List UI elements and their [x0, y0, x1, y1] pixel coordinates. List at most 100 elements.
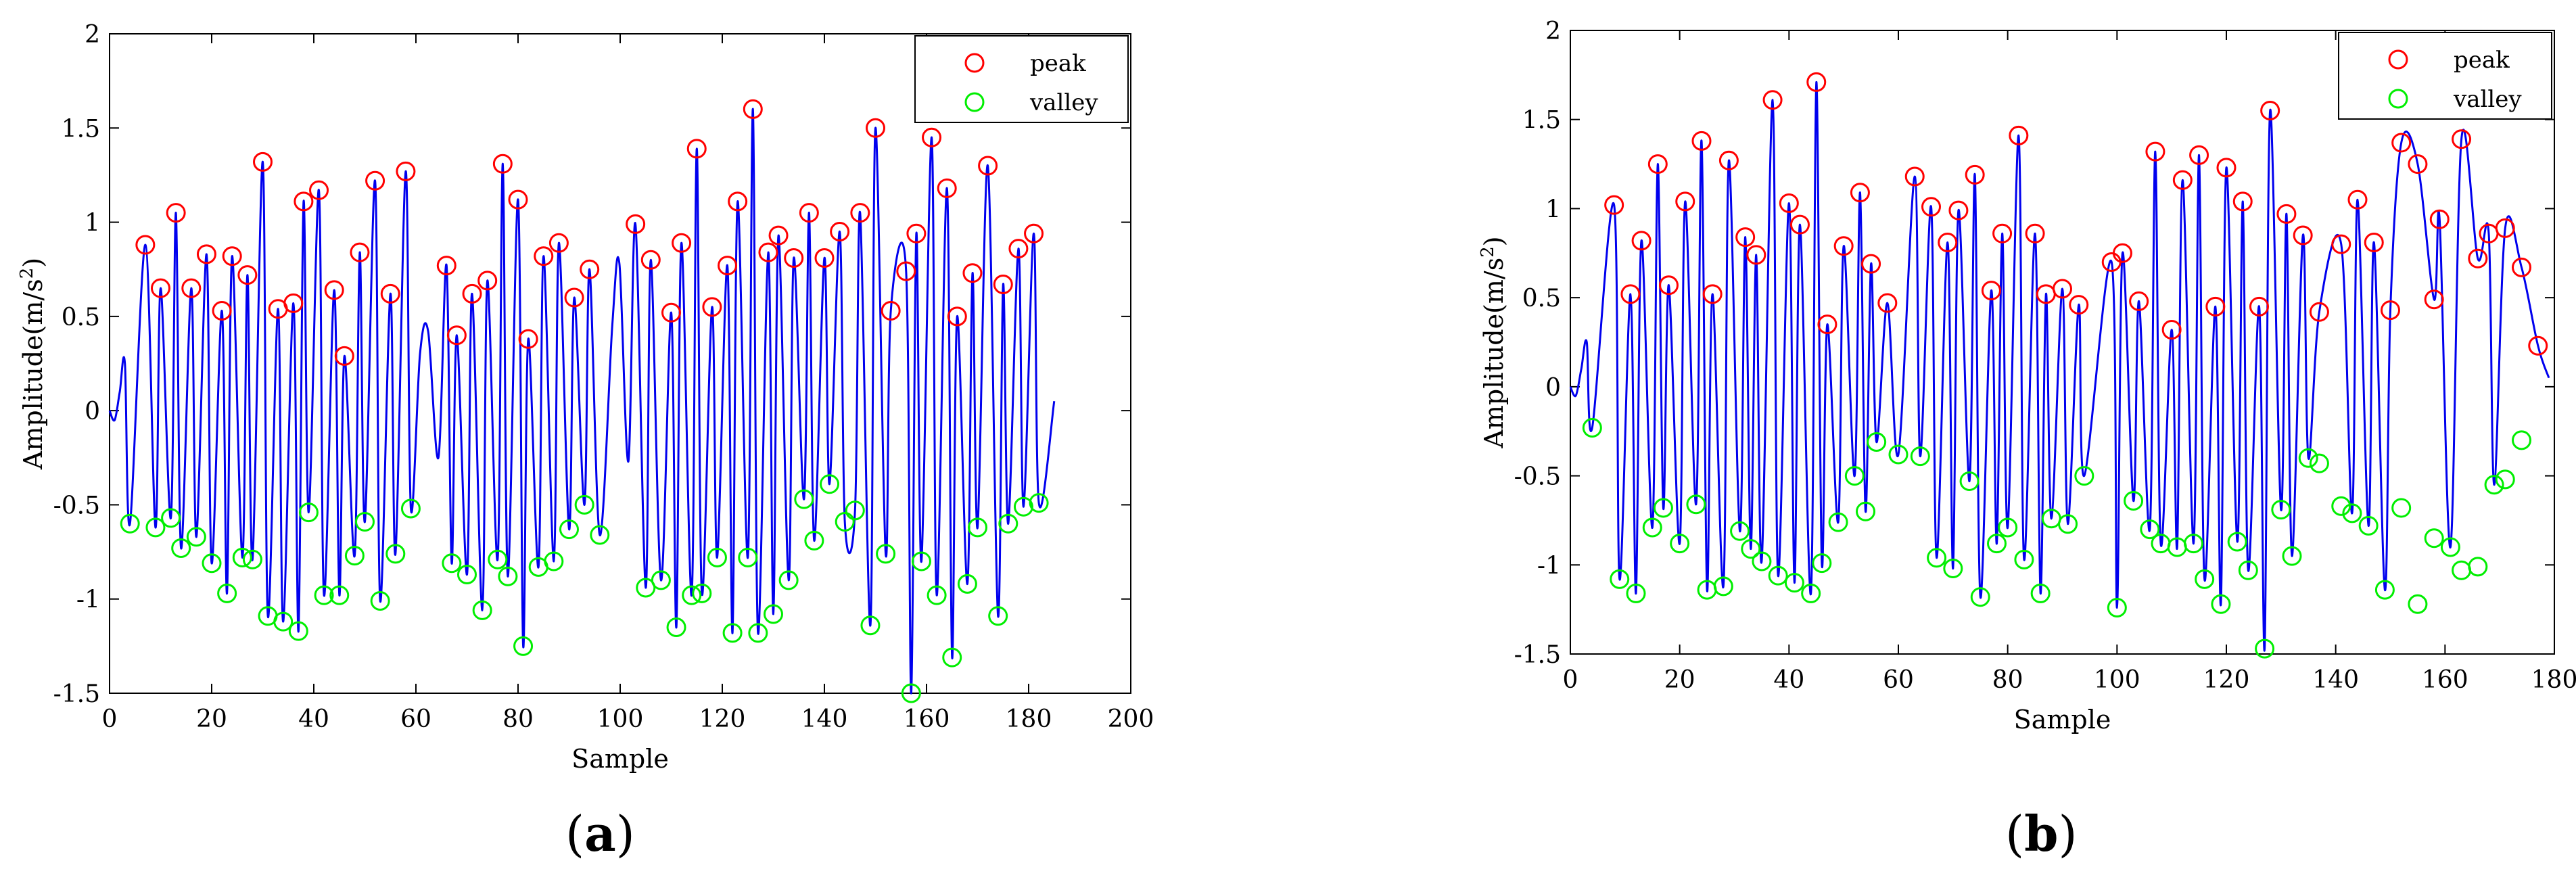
- valley-marker-b-27: [1998, 517, 2018, 538]
- peak-marker-b-48: [2347, 189, 2368, 210]
- y-tick-label-b-7: 2: [1545, 18, 1561, 45]
- valley-marker-b-5: [1670, 534, 1690, 554]
- valley-marker-b-13: [1784, 573, 1804, 593]
- peak-marker-b-28: [2025, 223, 2045, 243]
- peak-marker-b-24: [1965, 164, 1985, 185]
- peak-marker-b-38: [2189, 145, 2209, 165]
- legend-marker-b-0: [2388, 49, 2408, 70]
- peak-marker-a-21: [462, 283, 482, 304]
- legend-label-b-1: valley: [2453, 86, 2522, 113]
- y-axis-label-sup-b: 2: [1478, 246, 1498, 258]
- x-tick-label-a-5: 100: [597, 705, 644, 733]
- axes-frame-b: [1570, 30, 2555, 655]
- valley-marker-b-35: [2140, 519, 2160, 540]
- y-tick-label-b-2: -0.5: [1514, 463, 1561, 491]
- peak-marker-a-27: [548, 233, 569, 253]
- valley-marker-b-38: [2184, 534, 2203, 554]
- valley-marker-b-17: [1844, 466, 1865, 486]
- valley-marker-b-18: [1856, 501, 1875, 521]
- valley-marker-a-32: [651, 570, 671, 590]
- valley-marker-a-45: [835, 512, 855, 532]
- y-tick-label-a-0: -1.5: [53, 680, 100, 708]
- valley-marker-a-48: [876, 544, 896, 564]
- x-tick-label-a-10: 200: [1108, 705, 1154, 733]
- peak-marker-a-36: [718, 256, 738, 276]
- peak-markers-b: [1604, 72, 2548, 356]
- valley-marker-b-12: [1768, 565, 1788, 586]
- valley-marker-b-45: [2282, 546, 2302, 566]
- valley-marker-a-52: [942, 647, 962, 668]
- valley-marker-a-24: [498, 566, 518, 586]
- peak-marker-b-0: [1604, 195, 1624, 215]
- legend-a: peak valley: [914, 35, 1129, 123]
- peak-marker-a-4: [196, 244, 216, 264]
- peak-marker-a-41: [784, 248, 804, 268]
- peak-marker-b-21: [1921, 197, 1941, 217]
- valley-marker-b-51: [2374, 580, 2395, 600]
- peak-marker-b-56: [2468, 248, 2488, 268]
- valley-marker-a-34: [682, 585, 702, 605]
- x-tick-label-a-0: 0: [102, 705, 118, 733]
- peak-marker-b-20: [1904, 166, 1925, 187]
- valley-marker-b-20: [1888, 444, 1908, 465]
- valley-marker-b-49: [2342, 503, 2362, 523]
- peak-marker-b-22: [1938, 232, 1958, 252]
- peak-marker-b-30: [2053, 279, 2072, 299]
- valley-marker-b-44: [2271, 500, 2291, 520]
- peak-marker-b-14: [1806, 72, 1827, 92]
- x-tick-label-a-4: 80: [502, 705, 534, 733]
- y-tick-label-b-1: -1: [1537, 552, 1561, 580]
- valley-marker-a-27: [544, 551, 564, 571]
- chart-b-svg: 0 20 40 60 80 100 120 140 160 180 -1.5 -1 -0.5 0 0.5 1 1…: [1478, 18, 2576, 734]
- valley-marker-a-19: [400, 498, 421, 519]
- x-tick-label-b-8: 160: [2422, 666, 2468, 694]
- y-axis-label-base-a: Amplitude(m/s: [18, 279, 48, 470]
- valley-marker-a-35: [692, 583, 712, 603]
- valley-marker-a-33: [666, 617, 686, 637]
- peak-marker-b-53: [2424, 289, 2444, 310]
- valley-marker-a-20: [442, 553, 462, 574]
- peak-marker-b-11: [1762, 90, 1783, 110]
- valley-marker-b-47: [2309, 453, 2329, 473]
- y-axis-label-a: Amplitude(m/s2): [17, 258, 48, 470]
- x-tick-label-b-0: 0: [1563, 666, 1578, 694]
- peak-marker-a-10: [283, 293, 304, 313]
- valley-marker-a-55: [988, 606, 1008, 626]
- peak-marker-a-44: [830, 222, 850, 241]
- peak-marker-a-23: [492, 154, 513, 174]
- peak-marker-a-6: [222, 246, 242, 266]
- valley-marker-a-53: [957, 574, 977, 594]
- peak-marker-a-51: [937, 178, 957, 198]
- legend-marker-a-1: [964, 92, 985, 112]
- valley-marker-a-49: [901, 683, 921, 703]
- y-axis-label-close-b: ): [1479, 236, 1509, 246]
- peak-marker-b-39: [2205, 296, 2226, 317]
- valley-marker-a-42: [794, 489, 814, 509]
- peak-marker-b-36: [2161, 320, 2182, 340]
- peak-marker-b-25: [1981, 281, 2001, 301]
- peak-marker-b-58: [2495, 218, 2515, 238]
- peak-marker-b-60: [2528, 335, 2548, 356]
- peak-marker-a-45: [850, 203, 870, 223]
- peak-marker-a-42: [799, 203, 819, 223]
- peak-marker-a-12: [309, 180, 329, 200]
- valley-marker-b-55: [2440, 537, 2460, 557]
- caption-a-letter: a: [584, 805, 616, 862]
- peak-marker-a-50: [922, 127, 942, 147]
- peak-marker-b-34: [2129, 291, 2149, 311]
- valley-marker-b-1: [1610, 569, 1630, 589]
- peak-marker-b-5: [1675, 191, 1695, 212]
- valley-marker-a-0: [120, 513, 140, 534]
- valley-marker-a-54: [968, 517, 987, 538]
- x-tick-label-a-8: 160: [904, 705, 950, 733]
- peak-marker-a-17: [380, 283, 400, 304]
- valley-marker-b-50: [2358, 515, 2379, 536]
- peak-marker-b-47: [2331, 234, 2351, 254]
- y-axis-label-base-b: Amplitude(m/s: [1479, 258, 1509, 449]
- valley-marker-b-28: [2014, 549, 2034, 569]
- peak-marker-a-25: [518, 329, 538, 349]
- chart-a-svg: 0 20 40 60 80 100 120 140 160 180 200 -1.5 -1 -0.5 0 0.…: [17, 21, 1154, 774]
- x-tick-label-b-2: 40: [1773, 666, 1804, 694]
- y-tick-label-a-1: -1: [76, 586, 100, 614]
- peak-marker-b-37: [2172, 170, 2193, 190]
